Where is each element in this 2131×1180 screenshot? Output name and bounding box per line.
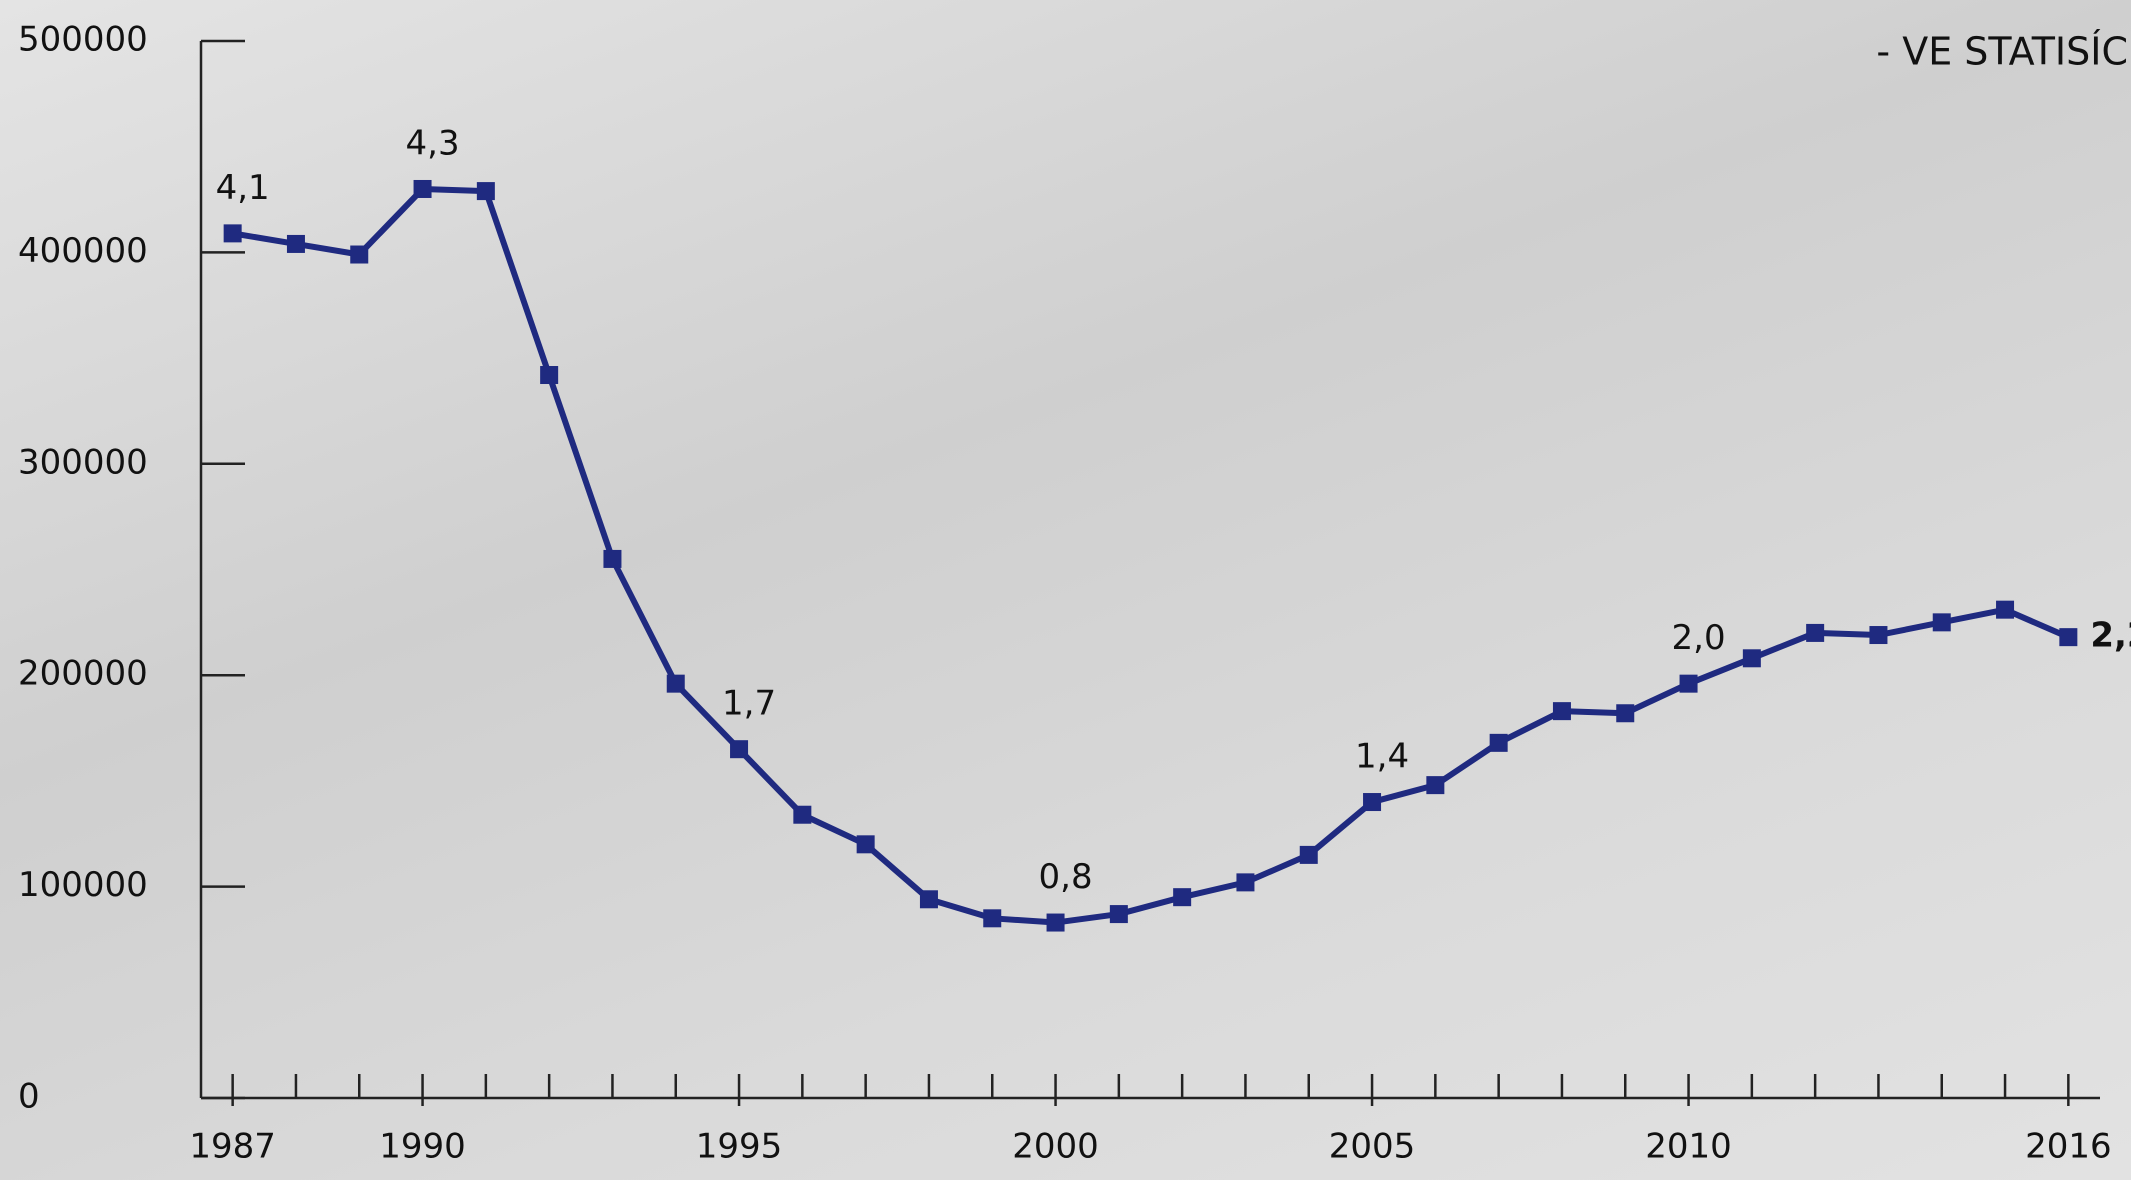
data-point (730, 740, 749, 759)
x-tick-label: 1995 (696, 1127, 783, 1167)
y-tick-label: 400000 (18, 231, 148, 271)
y-tick-label: 200000 (18, 654, 148, 694)
y-tick-label: 100000 (18, 865, 148, 905)
data-point (413, 179, 432, 198)
x-tick-label: 2010 (1645, 1127, 1732, 1167)
data-label: 4,1 (216, 168, 270, 208)
data-point (1996, 600, 2015, 619)
data-point (666, 674, 685, 693)
data-point (1363, 793, 1382, 812)
data-label: 4,3 (406, 123, 460, 163)
data-line (232, 185, 2070, 926)
data-label: 2,0 (1672, 618, 1726, 658)
y-tick-label: 300000 (18, 442, 148, 482)
data-point (603, 549, 622, 568)
data-point (540, 366, 559, 385)
x-tick-label: 2000 (1012, 1127, 1099, 1167)
y-tick-label: 0 (18, 1077, 40, 1117)
data-point (1299, 845, 1318, 864)
x-tick-label: 1990 (379, 1127, 466, 1167)
x-tick-label: 2016 (2025, 1127, 2112, 1167)
data-point (1616, 704, 1635, 723)
data-point (793, 805, 812, 824)
data-point (1173, 888, 1192, 907)
data-label: 2,2 (2090, 616, 2131, 656)
data-point (1109, 905, 1128, 924)
data-label: 0,8 (1039, 857, 1093, 897)
data-point (476, 182, 495, 201)
data-point (223, 224, 242, 243)
data-point (1932, 613, 1951, 632)
data-point (350, 245, 369, 264)
data-point (1046, 913, 1065, 932)
data-point (1806, 623, 1825, 642)
data-point (983, 909, 1002, 928)
chart-title: - VE STATISÍC (1876, 30, 2128, 74)
y-tick-label: 500000 (18, 20, 148, 60)
data-point (1552, 702, 1571, 721)
data-point (1679, 674, 1698, 693)
data-point (919, 890, 938, 909)
x-tick-label: 2005 (1329, 1127, 1416, 1167)
data-point (1869, 626, 1888, 645)
data-point (2059, 628, 2078, 647)
data-point (286, 234, 305, 253)
x-tick-label: 1987 (189, 1127, 276, 1167)
data-point (1426, 776, 1445, 795)
data-point (856, 835, 875, 854)
data-label: 1,4 (1355, 737, 1409, 777)
data-label: 1,7 (722, 684, 776, 724)
data-point (1236, 873, 1255, 892)
data-point (1742, 649, 1761, 668)
data-point (1489, 733, 1508, 752)
